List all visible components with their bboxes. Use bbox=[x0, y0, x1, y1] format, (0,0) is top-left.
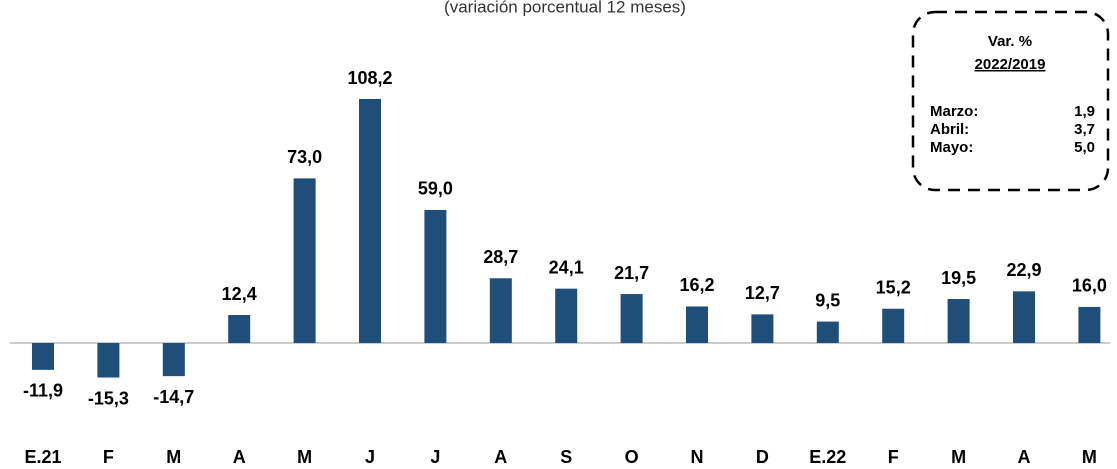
x-tick-label: S bbox=[560, 447, 572, 467]
value-label: 16,0 bbox=[1072, 276, 1107, 296]
bar bbox=[32, 343, 54, 370]
bar bbox=[947, 299, 970, 343]
value-label: 24,1 bbox=[549, 257, 584, 277]
x-tick-label: M bbox=[297, 447, 312, 467]
x-tick-label: E.22 bbox=[809, 447, 846, 467]
value-label: 21,7 bbox=[614, 263, 649, 283]
bar bbox=[1078, 306, 1101, 343]
value-label: 19,5 bbox=[941, 268, 976, 288]
bar bbox=[620, 294, 643, 343]
value-label: -11,9 bbox=[23, 381, 63, 401]
x-tick-label: M bbox=[1082, 447, 1097, 467]
x-tick-label: J bbox=[430, 447, 440, 467]
bar bbox=[228, 315, 251, 343]
x-tick-label: E.21 bbox=[24, 447, 61, 467]
x-tick-label: A bbox=[494, 447, 507, 467]
x-tick-label: N bbox=[691, 447, 704, 467]
bar bbox=[293, 178, 316, 343]
value-label: 9,5 bbox=[815, 290, 840, 310]
value-label: 12,4 bbox=[222, 284, 257, 304]
value-label: 108,2 bbox=[347, 68, 392, 88]
chart-subtitle: (variación porcentual 12 meses) bbox=[444, 0, 686, 16]
bar bbox=[686, 306, 708, 343]
bar bbox=[1013, 291, 1035, 343]
inset-row-label: Marzo: bbox=[930, 103, 978, 120]
bar bbox=[97, 343, 120, 378]
x-tick-label: A bbox=[233, 447, 246, 467]
value-label: 16,2 bbox=[679, 275, 714, 295]
value-label: 73,0 bbox=[287, 147, 322, 167]
bar bbox=[359, 99, 381, 343]
value-label: -15,3 bbox=[88, 388, 129, 408]
value-label: 15,2 bbox=[876, 277, 911, 297]
bar bbox=[816, 321, 839, 343]
x-tick-label: J bbox=[365, 447, 375, 467]
inset-row-label: Abril: bbox=[930, 121, 969, 138]
bar bbox=[882, 308, 905, 343]
inset-subtitle: 2022/2019 bbox=[975, 56, 1046, 73]
x-tick-label: A bbox=[1018, 447, 1031, 467]
bar bbox=[489, 278, 512, 343]
inset-row-value: 5,0 bbox=[1074, 139, 1095, 156]
inset-row-value: 3,7 bbox=[1074, 121, 1095, 138]
value-label: 12,7 bbox=[745, 283, 780, 303]
value-label: 59,0 bbox=[418, 179, 453, 199]
inset-row-label: Mayo: bbox=[930, 139, 973, 156]
x-tick-label: O bbox=[625, 447, 639, 467]
value-label: 22,9 bbox=[1006, 260, 1041, 280]
bar bbox=[424, 209, 447, 343]
value-label: -14,7 bbox=[153, 387, 194, 407]
x-tick-label: F bbox=[103, 447, 114, 467]
x-tick-label: M bbox=[951, 447, 966, 467]
x-tick-label: D bbox=[756, 447, 769, 467]
inset-row-value: 1,9 bbox=[1074, 103, 1095, 120]
x-tick-label: F bbox=[888, 447, 899, 467]
bar bbox=[162, 343, 185, 377]
bar bbox=[555, 288, 578, 343]
inset-box bbox=[911, 10, 1110, 192]
x-tick-label: M bbox=[166, 447, 181, 467]
inset-title: Var. % bbox=[988, 33, 1032, 50]
bar bbox=[751, 314, 774, 343]
value-label: 28,7 bbox=[483, 247, 518, 267]
